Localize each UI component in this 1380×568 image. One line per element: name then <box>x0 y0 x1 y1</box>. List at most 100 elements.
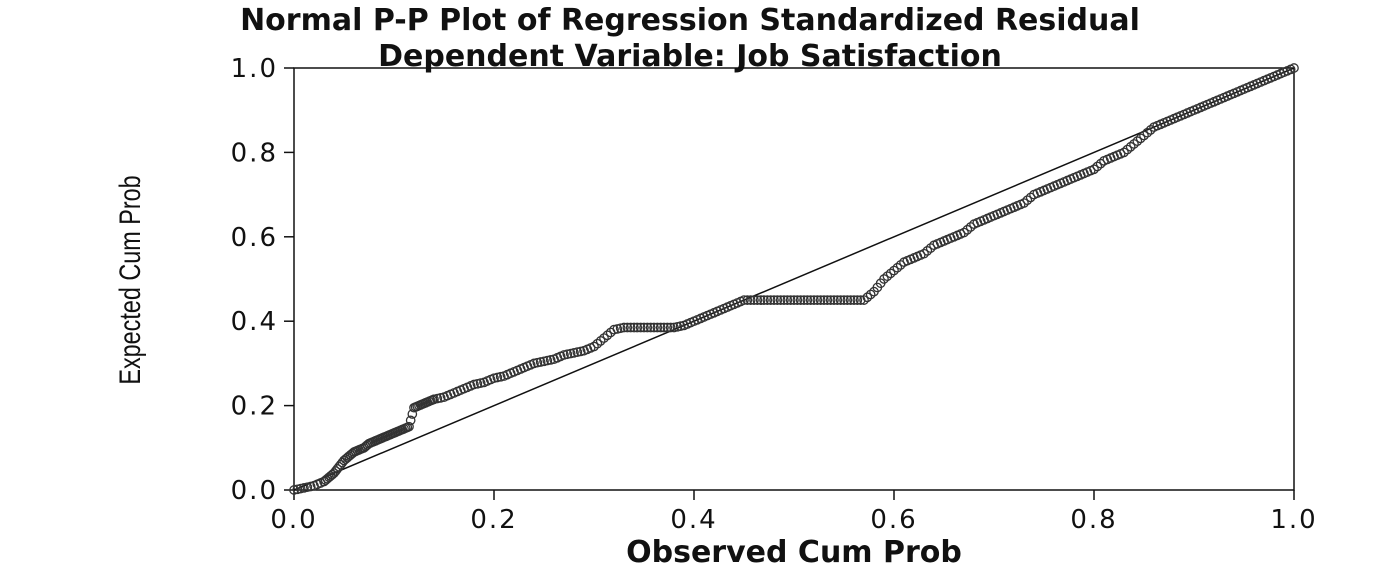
data-point <box>775 295 786 305</box>
data-point <box>739 295 749 305</box>
data-point <box>829 295 839 305</box>
data-point <box>1089 164 1099 175</box>
data-point <box>404 421 414 432</box>
y-tick-label: 0.2 <box>231 392 278 422</box>
data-point <box>622 322 633 333</box>
y-tick-label: 0.8 <box>231 138 278 168</box>
chart-title: Normal P-P Plot of Regression Standardiz… <box>240 3 1140 38</box>
data-point <box>639 322 649 333</box>
data-point <box>1092 161 1103 172</box>
data-point <box>865 289 876 300</box>
data-point <box>822 295 833 305</box>
data-point <box>895 260 906 270</box>
data-point <box>1095 158 1106 169</box>
data-point <box>809 295 819 305</box>
data-point <box>832 295 843 305</box>
data-point <box>749 295 759 305</box>
data-point <box>1025 192 1036 203</box>
data-point <box>962 224 973 235</box>
data-point <box>1145 125 1156 135</box>
data-point <box>839 295 849 305</box>
data-point <box>805 295 816 305</box>
x-axis: 0.0 0.2 0.4 0.6 0.8 1.0 <box>270 490 1317 535</box>
data-point <box>762 295 773 305</box>
data-point <box>1122 144 1133 155</box>
data-point <box>925 243 936 253</box>
data-point <box>1119 147 1129 158</box>
data-point <box>922 246 933 256</box>
y-tick-label: 0.4 <box>231 307 278 337</box>
data-point <box>665 322 676 333</box>
x-tick-label: 0.0 <box>270 505 317 535</box>
data-point <box>742 295 753 305</box>
data-point <box>842 295 853 305</box>
data-point <box>862 292 873 303</box>
reference-diagonal-line <box>293 67 1295 491</box>
data-point <box>765 295 776 305</box>
data-point <box>802 295 813 305</box>
data-point <box>789 295 799 305</box>
x-tick-label: 0.8 <box>1070 505 1117 535</box>
y-tick-label: 0.0 <box>231 476 278 506</box>
data-point <box>752 295 763 305</box>
scatter-points <box>289 63 1299 495</box>
data-point <box>795 295 806 305</box>
data-point <box>1139 130 1149 141</box>
x-tick-label: 1.0 <box>1270 505 1317 535</box>
y-axis-label: Expected Cum Prob <box>113 175 146 384</box>
data-point <box>662 322 673 333</box>
data-point <box>859 295 869 305</box>
y-axis: 0.0 0.2 0.4 0.6 0.8 1.0 <box>231 54 294 506</box>
data-point <box>755 295 766 305</box>
data-point <box>589 341 599 352</box>
data-point <box>825 295 836 305</box>
data-point <box>815 295 826 305</box>
x-tick-label: 0.2 <box>470 505 517 535</box>
data-point <box>642 322 653 333</box>
data-point <box>1129 139 1139 149</box>
data-point <box>852 295 863 305</box>
y-tick-label: 1.0 <box>231 54 278 84</box>
data-point <box>785 295 796 305</box>
data-point <box>1022 195 1033 206</box>
data-point <box>919 248 929 259</box>
data-point <box>645 322 656 333</box>
data-point <box>885 268 896 279</box>
x-tick-label: 0.4 <box>670 505 717 535</box>
data-point <box>599 333 609 343</box>
data-point <box>965 222 976 232</box>
data-point <box>959 227 969 238</box>
data-point <box>635 322 646 333</box>
data-point <box>1142 127 1153 138</box>
x-tick-label: 0.6 <box>870 505 917 535</box>
data-point <box>892 262 903 273</box>
data-point <box>799 295 809 305</box>
data-point <box>772 295 783 305</box>
data-point <box>632 322 643 333</box>
data-point <box>759 295 769 305</box>
data-point <box>855 295 866 305</box>
data-point <box>812 295 823 305</box>
data-point <box>779 295 789 305</box>
data-point <box>849 295 859 305</box>
data-point <box>745 295 756 305</box>
data-point <box>889 265 899 276</box>
data-point <box>1019 198 1029 208</box>
data-point <box>1289 63 1299 73</box>
data-point <box>649 322 659 333</box>
data-point <box>769 295 779 305</box>
data-point <box>1125 141 1136 152</box>
data-point <box>659 322 669 333</box>
data-point <box>882 271 893 282</box>
data-point <box>325 471 336 481</box>
data-point <box>1132 136 1143 146</box>
y-tick-label: 0.6 <box>231 223 278 253</box>
data-point <box>845 295 856 305</box>
data-point <box>619 322 629 333</box>
data-point <box>879 274 889 284</box>
data-point <box>655 322 666 333</box>
x-axis-label: Observed Cum Prob <box>626 535 962 568</box>
data-point <box>819 295 829 305</box>
data-point <box>835 295 846 305</box>
